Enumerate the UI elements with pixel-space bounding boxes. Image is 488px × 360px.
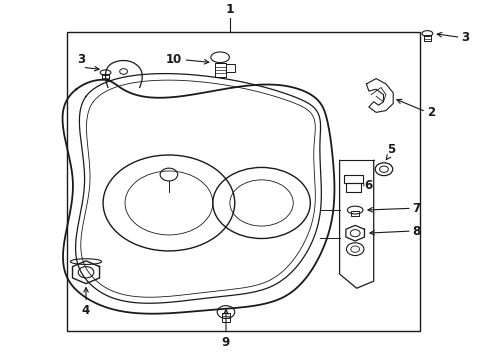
Text: 8: 8 — [412, 225, 420, 238]
Text: 3: 3 — [461, 31, 468, 44]
Bar — [225, 64, 234, 72]
Text: 1: 1 — [225, 4, 234, 17]
Bar — [102, 74, 109, 79]
Bar — [66, 32, 419, 331]
Bar — [215, 63, 225, 77]
Text: 7: 7 — [412, 202, 420, 215]
Text: 10: 10 — [165, 53, 182, 66]
Text: 9: 9 — [222, 336, 230, 349]
Bar — [350, 211, 358, 216]
Text: 6: 6 — [363, 179, 371, 192]
Text: 3: 3 — [77, 53, 85, 66]
Text: 5: 5 — [386, 143, 394, 156]
Text: 2: 2 — [427, 106, 435, 119]
Bar — [343, 175, 363, 184]
Bar — [222, 313, 229, 322]
Text: 4: 4 — [81, 304, 90, 317]
Bar — [346, 184, 360, 192]
